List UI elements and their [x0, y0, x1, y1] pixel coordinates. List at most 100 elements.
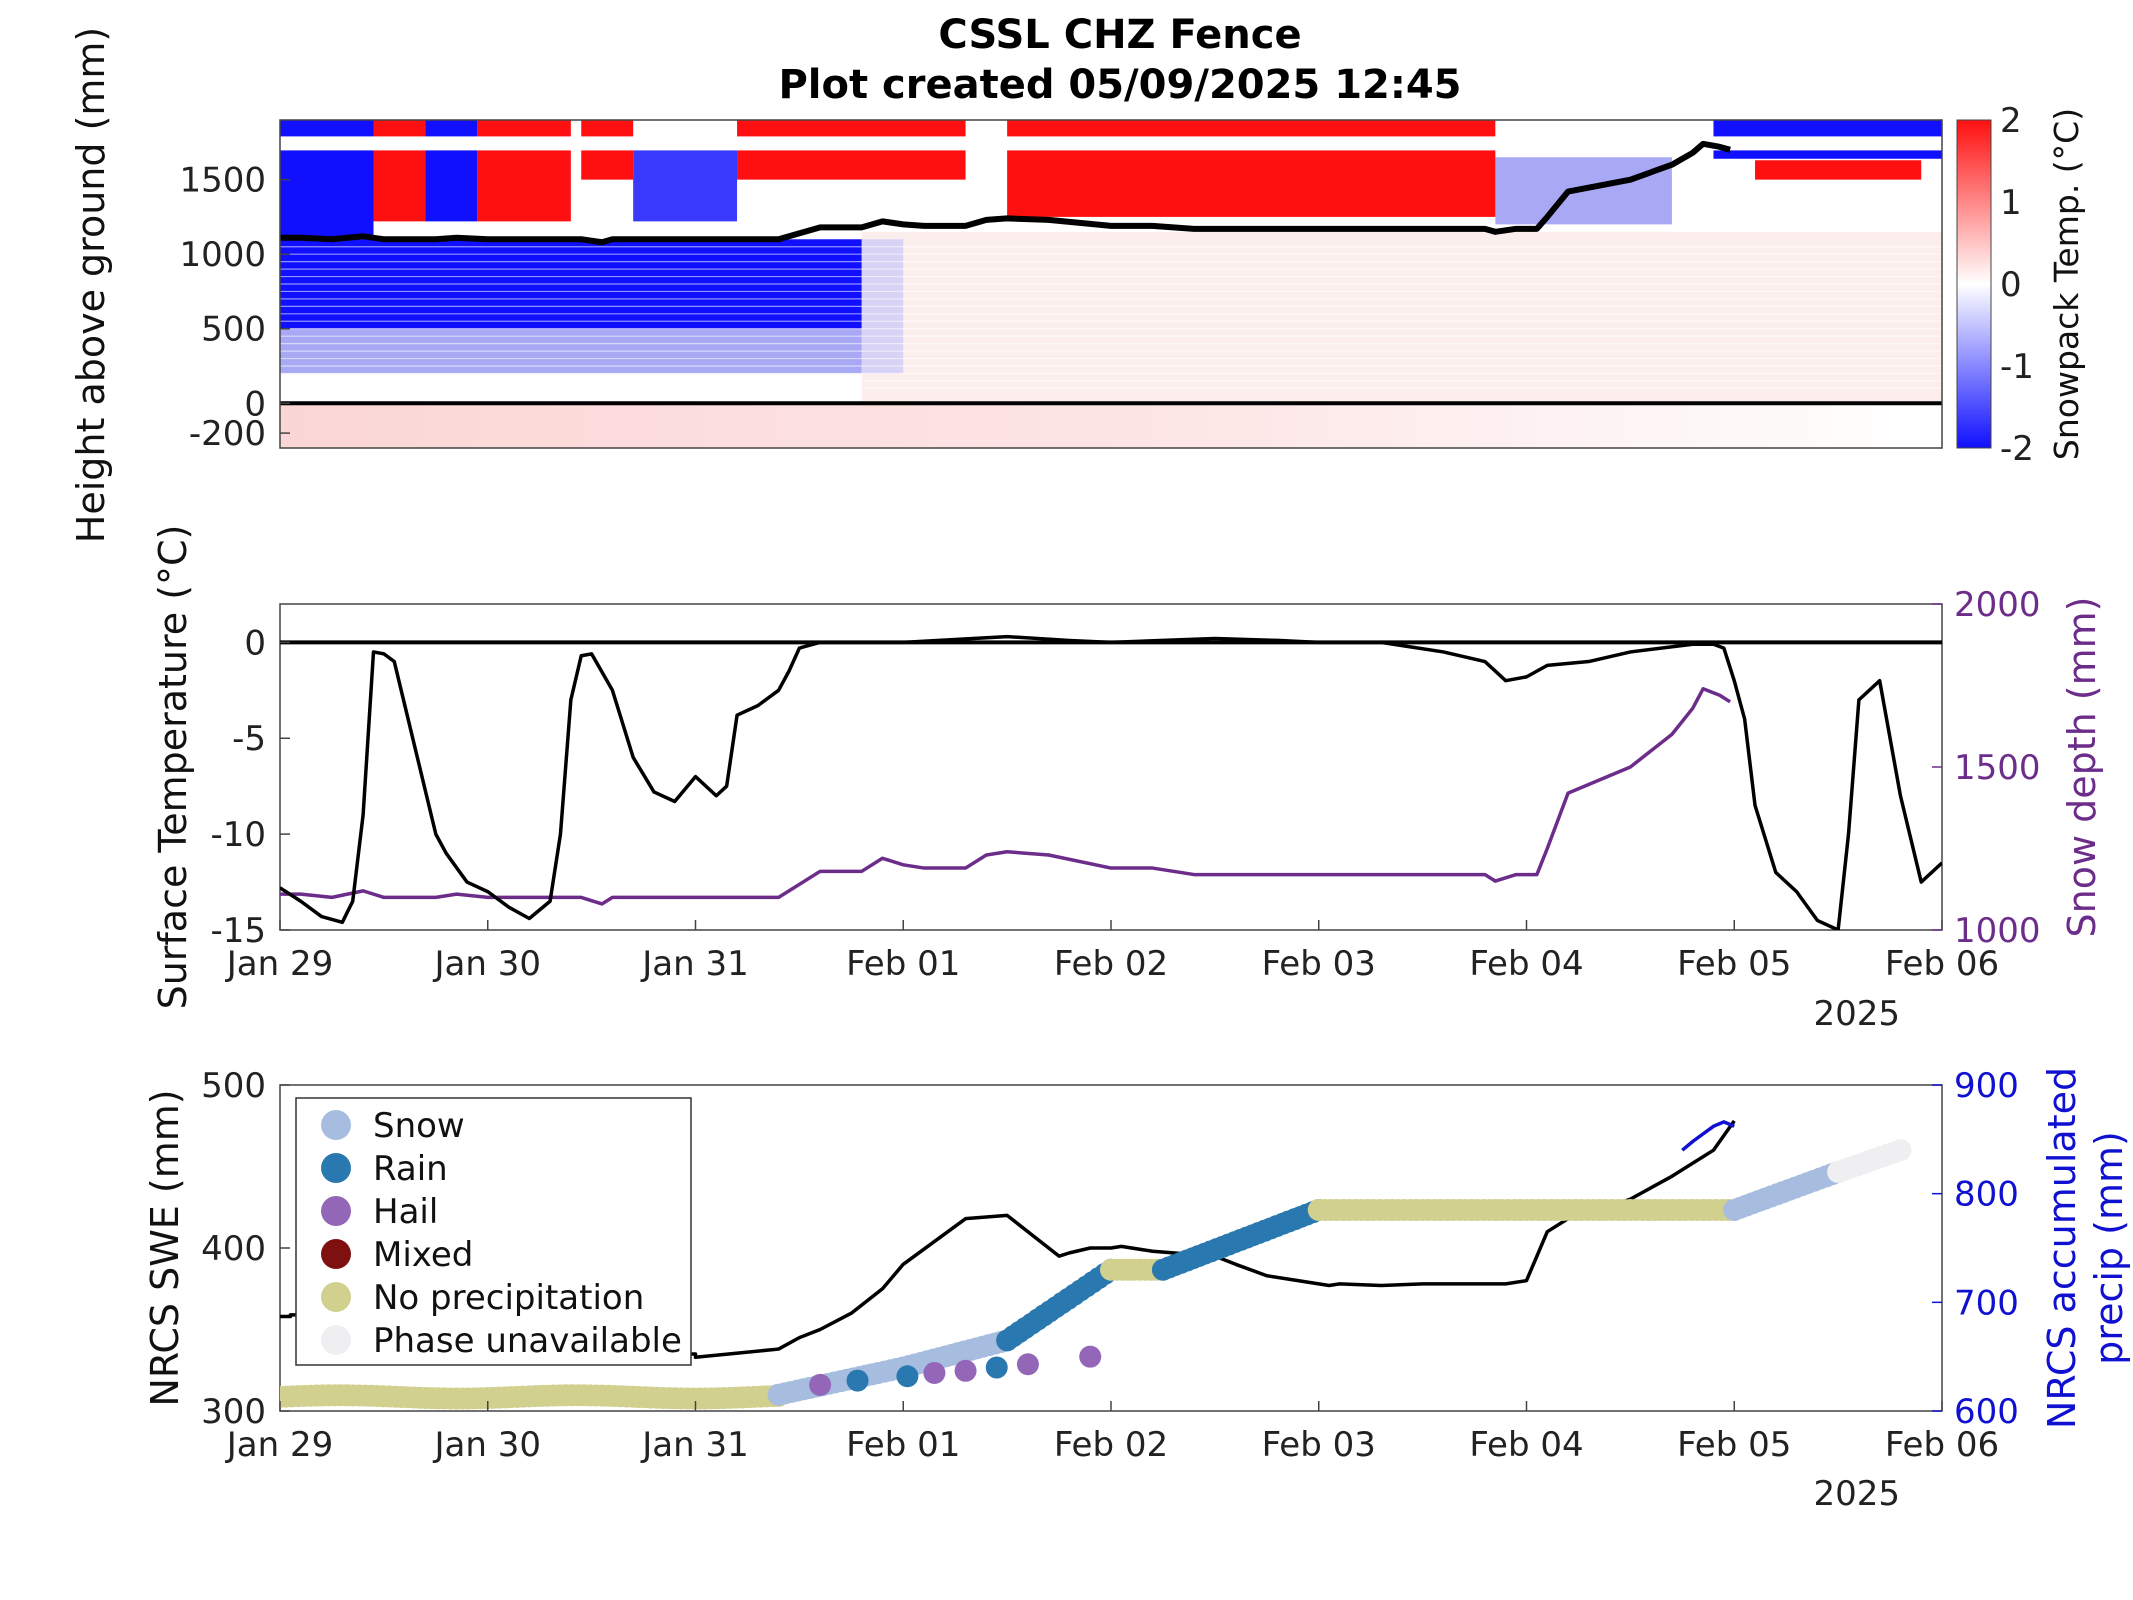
heatmap-warm-region-4 — [1007, 120, 1496, 217]
swe-ytick-label: 300 — [201, 1392, 266, 1432]
heatmap-warm-region-0 — [373, 120, 426, 222]
precip-ytick-label: 800 — [1954, 1175, 2019, 1215]
swe-line — [280, 1119, 1736, 1359]
colorbar-tick-label: 1 — [2000, 183, 2022, 223]
nrcs-xtick-label: Feb 05 — [1677, 1425, 1791, 1465]
nrcs-xtick-label: Feb 01 — [846, 1425, 960, 1465]
colorbar-tick-label: -1 — [2000, 347, 2034, 387]
colorbar-tick-label: -2 — [2000, 429, 2034, 469]
snow-depth-line — [280, 687, 1732, 906]
temperature-xtick-label: Jan 29 — [225, 944, 333, 984]
heatmap-cold-region-3 — [425, 120, 478, 222]
precip-line — [1681, 1120, 1735, 1152]
heatmap-cold-region-4 — [633, 149, 738, 222]
heatmap-warm-region-5 — [1755, 160, 1922, 180]
figure-title-line1: CSSL CHZ Fence — [938, 12, 1301, 58]
phase-accent-point — [1016, 1353, 1039, 1376]
swe-ytick-label: 500 — [201, 1066, 266, 1106]
colorbar-tick-label: 0 — [2000, 265, 2022, 305]
snow-depth-ytick-label: 1000 — [1954, 911, 2041, 951]
temperature-xtick-label: Feb 04 — [1469, 944, 1583, 984]
nrcs-xtick-label: Jan 31 — [640, 1425, 748, 1465]
phase-accent-point — [954, 1359, 977, 1382]
figure-title-line2: Plot created 05/09/2025 12:45 — [778, 62, 1461, 108]
heatmap-cells — [280, 120, 1942, 448]
temperature-frame — [279, 603, 1943, 931]
swe-ylabel: NRCS SWE (mm) — [143, 1089, 187, 1406]
surface-temperature-line — [280, 634, 1942, 930]
heatmap-warm-region-1 — [477, 120, 571, 222]
precip-ytick-label: 600 — [1954, 1392, 2019, 1432]
colorbar-tick-label: 2 — [2000, 101, 2022, 141]
legend-label: Phase unavailable — [373, 1321, 682, 1361]
nrcs-xtick-label: Feb 03 — [1262, 1425, 1376, 1465]
nrcs-xtick-label: Jan 29 — [225, 1425, 333, 1465]
legend-label: No precipitation — [373, 1278, 644, 1318]
swe-ytick-label: 400 — [201, 1229, 266, 1269]
snow-depth-ylabel: Snow depth (mm) — [2060, 597, 2104, 938]
heatmap-snow-depth-line — [280, 140, 1731, 246]
precip-ytick-label: 900 — [1954, 1066, 2019, 1106]
legend-marker — [321, 1325, 351, 1355]
legend-marker — [321, 1110, 351, 1140]
temperature-xtick-label: Feb 05 — [1677, 944, 1791, 984]
surface-temperature-panel: -15 -10 -5 0 1000 1500 2000 Jan 29 Jan 30 Jan 31 F… — [151, 525, 2104, 1034]
temperature-ylabel: Surface Temperature (°C) — [151, 525, 195, 1010]
nrcs-xtick-label: Feb 06 — [1885, 1425, 1999, 1465]
phase-accent-point — [985, 1356, 1008, 1379]
heatmap-ytick-label: 1000 — [179, 235, 266, 275]
nrcs-xtick-label: Feb 04 — [1469, 1425, 1583, 1465]
snow-depth-ytick-label: 1500 — [1954, 748, 2041, 788]
heatmap-frame — [279, 119, 1943, 449]
nrcs-ticks: 300 400 500 600 700 800 900 Jan 29 Jan 30 Jan 31 F… — [201, 1066, 2019, 1465]
temperature-xtick-label: Feb 06 — [1885, 944, 1999, 984]
precip-ylabel-line1: NRCS accumulated — [2040, 1067, 2084, 1429]
heatmap-ytick-label: 1500 — [179, 161, 266, 201]
heatmap-y-ticks: -2000 500 1000 1500 — [179, 161, 290, 454]
temperature-ytick-label: -10 — [210, 815, 266, 855]
legend-marker — [321, 1196, 351, 1226]
year-label-panel3: 2025 — [1813, 1474, 1900, 1514]
temperature-xtick-label: Feb 02 — [1054, 944, 1168, 984]
colorbar-label: Snowpack Temp. (°C) — [2047, 108, 2086, 460]
precip-ylabel-line2: precip (mm) — [2087, 1131, 2131, 1365]
phase-accent-point — [923, 1361, 946, 1384]
nrcs-marks — [280, 1119, 1912, 1410]
temperature-xtick-label: Feb 03 — [1262, 944, 1376, 984]
heatmap-ytick-label: -200 — [189, 414, 266, 454]
year-label-panel2: 2025 — [1813, 994, 1900, 1034]
temperature-xtick-label: Jan 30 — [433, 944, 541, 984]
heatmap-ytick-label: 500 — [201, 310, 266, 350]
temperature-xtick-label: Jan 31 — [640, 944, 748, 984]
heatmap-ylabel: Height above ground (mm) — [69, 27, 113, 544]
temperature-ytick-label: -5 — [232, 719, 266, 759]
phase-accent-point — [896, 1365, 919, 1388]
temperature-ytick-label: 0 — [244, 623, 266, 663]
nrcs-xtick-label: Feb 02 — [1054, 1425, 1168, 1465]
snow-depth-ytick-label: 2000 — [1954, 585, 2041, 625]
colorbar — [1956, 119, 1992, 449]
legend-marker — [321, 1282, 351, 1312]
temperature-ytick-label: -15 — [210, 911, 266, 951]
heatmap-warm-snow-region — [861, 231, 1942, 404]
legend-label: Mixed — [373, 1235, 473, 1275]
legend-marker — [321, 1153, 351, 1183]
heatmap-ground-region — [280, 403, 1942, 448]
phase-accent-point — [809, 1373, 832, 1396]
temperature-ticks: -15 -10 -5 0 1000 1500 2000 Jan 29 Jan 30 Jan 31 F… — [210, 585, 2040, 984]
phase-accent-point — [846, 1369, 869, 1392]
heatmap-gap-row — [280, 136, 1942, 151]
precip-ytick-label: 700 — [1954, 1283, 2019, 1323]
phase-point — [1889, 1139, 1912, 1162]
legend-label: Snow — [373, 1106, 465, 1146]
legend-marker — [321, 1239, 351, 1269]
legend-box — [295, 1097, 692, 1366]
nrcs-panel: 300 400 500 600 700 800 900 Jan 29 Jan 30 Jan 31 F… — [143, 1066, 2131, 1514]
colorbar-ticks: -2 -1 0 1 2 — [2000, 101, 2034, 469]
temperature-lines — [280, 634, 1942, 930]
nrcs-xtick-label: Jan 30 — [433, 1425, 541, 1465]
heatmap-ytick-label: 0 — [244, 384, 266, 424]
